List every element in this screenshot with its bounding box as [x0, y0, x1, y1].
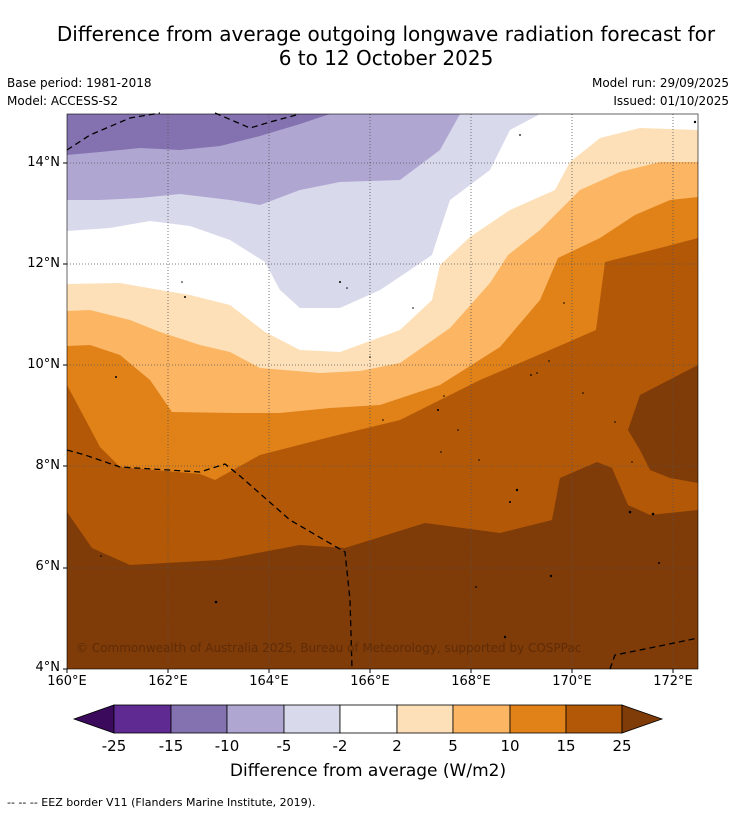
- cbar-label: 2: [392, 737, 402, 755]
- chart-title: Difference from average outgoing longwav…: [0, 22, 736, 70]
- cbar-label: 5: [448, 737, 458, 755]
- cbar-label: 10: [500, 737, 520, 755]
- title-line-2: 6 to 12 October 2025: [278, 46, 494, 70]
- copyright-watermark: © Commonwealth of Australia 2025, Bureau…: [76, 641, 581, 655]
- lon-label-160: 160°E: [47, 674, 87, 689]
- cbar-arrow-low: [72, 704, 115, 734]
- contour-fills: [67, 114, 698, 669]
- cbar-label: -25: [101, 737, 127, 755]
- cbar-label: -15: [158, 737, 184, 755]
- eez-legend: -- -- -- EEZ border V11 (Flanders Marine…: [7, 796, 316, 809]
- lon-label-164: 164°E: [249, 674, 289, 689]
- cbar-label: 25: [612, 737, 632, 755]
- lat-label-14: 14°N: [27, 155, 60, 170]
- model-name: Model: ACCESS-S2: [7, 94, 119, 108]
- cbar-bin-15-25: [565, 704, 623, 734]
- cbar-bin-neg10-neg5: [226, 704, 285, 734]
- plot-frame: [66, 113, 699, 670]
- islands: [100, 120, 697, 639]
- meta-left: Base period: 1981-2018 Model: ACCESS-S2: [7, 74, 152, 110]
- base-period: Base period: 1981-2018: [7, 76, 152, 90]
- title-line-1: Difference from average outgoing longwav…: [56, 22, 716, 46]
- lat-label-4: 4°N: [35, 660, 61, 675]
- cbar-label: 15: [556, 737, 576, 755]
- cbar-bin-neg25-neg15: [113, 704, 172, 734]
- model-run: Model run: 29/09/2025: [591, 76, 729, 90]
- issued-date: Issued: 01/10/2025: [613, 94, 729, 108]
- lon-label-170: 170°E: [552, 674, 592, 689]
- cbar-label: -5: [276, 737, 292, 755]
- cbar-bin-10-15: [509, 704, 567, 734]
- meta-right: Model run: 29/09/2025 Issued: 01/10/2025: [592, 74, 729, 110]
- lat-label-12: 12°N: [27, 256, 60, 271]
- cbar-bin-neg5-neg2: [283, 704, 341, 734]
- lat-label-6: 6°N: [35, 559, 61, 574]
- lat-label-10: 10°N: [27, 357, 60, 372]
- cbar-bin-5-10: [452, 704, 511, 734]
- cbar-bin-2-5: [396, 704, 454, 734]
- gridlines: [67, 114, 698, 669]
- cbar-label: -10: [214, 737, 240, 755]
- lon-label-172: 172°E: [653, 674, 693, 689]
- lat-label-8: 8°N: [35, 458, 61, 473]
- lon-label-162: 162°E: [148, 674, 188, 689]
- cbar-bin-neg15-neg10: [170, 704, 228, 734]
- lon-label-168: 168°E: [451, 674, 491, 689]
- cbar-label: -2: [332, 737, 348, 755]
- colorbar-title: Difference from average (W/m2): [229, 761, 507, 781]
- y-tick-marks: [63, 162, 67, 670]
- eez-borders: [66, 112, 699, 670]
- colorbar: [72, 704, 664, 734]
- x-tick-marks: [66, 669, 674, 673]
- cbar-bin-neg2-2: [339, 704, 398, 734]
- cbar-arrow-high: [621, 704, 664, 734]
- lon-label-166: 166°E: [350, 674, 390, 689]
